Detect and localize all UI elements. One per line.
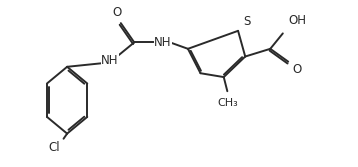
Text: O: O xyxy=(292,63,302,76)
Text: Cl: Cl xyxy=(48,141,60,154)
Text: O: O xyxy=(113,6,122,19)
Text: NH: NH xyxy=(154,36,171,49)
Text: NH: NH xyxy=(101,54,119,67)
Text: OH: OH xyxy=(288,14,306,27)
Text: S: S xyxy=(243,15,251,28)
Text: CH₃: CH₃ xyxy=(217,98,238,108)
